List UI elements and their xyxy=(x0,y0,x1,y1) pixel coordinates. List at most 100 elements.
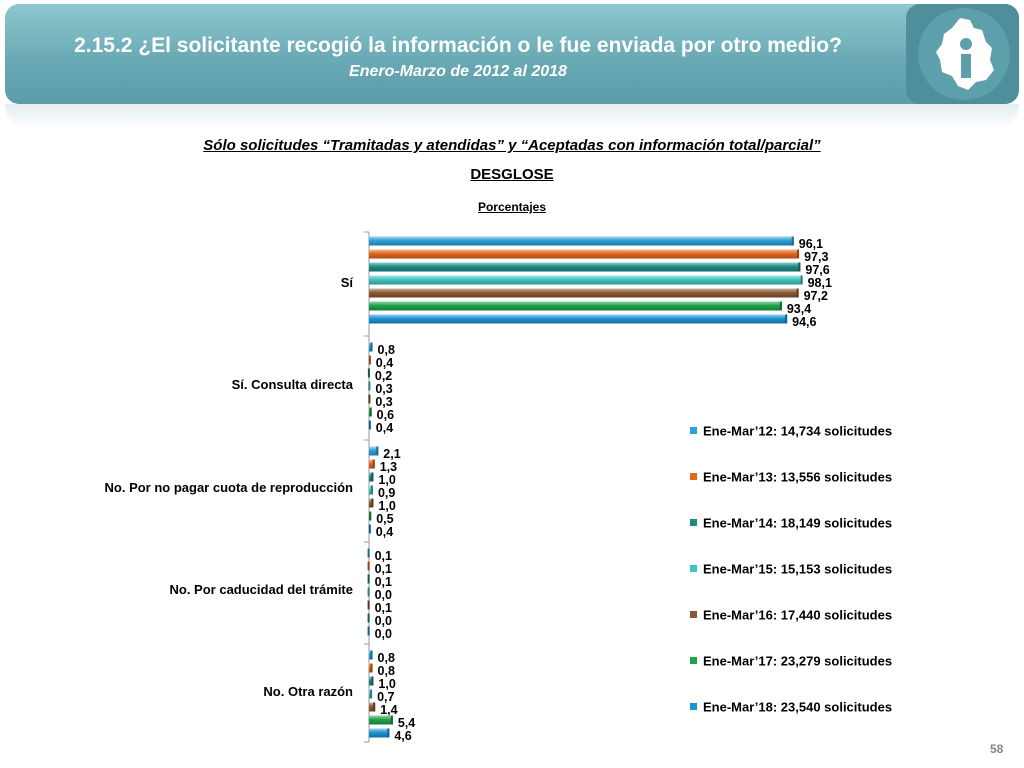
data-label: 0,3 xyxy=(375,395,392,409)
category-label: Sí xyxy=(341,275,354,290)
data-label: 0,8 xyxy=(378,664,395,678)
bar-cap xyxy=(797,249,800,259)
legend-swatch xyxy=(690,657,697,664)
bar xyxy=(369,498,374,508)
chart-subtitle: Sólo solicitudes “Tramitadas y atendidas… xyxy=(203,137,821,154)
bar-cap xyxy=(368,524,371,534)
data-label: 98,1 xyxy=(808,276,832,290)
data-label: 97,2 xyxy=(804,289,828,303)
legend-swatch xyxy=(690,611,697,618)
data-label: 97,3 xyxy=(804,250,828,264)
bar-cap xyxy=(370,689,373,699)
title-banner-shadow xyxy=(5,104,1019,130)
bar xyxy=(369,301,782,311)
section-heading: DESGLOSE xyxy=(470,166,554,183)
category-label: Sí. Consulta directa xyxy=(232,377,354,392)
title-banner xyxy=(5,4,1019,104)
bar-cap xyxy=(368,420,371,430)
category-label: No. Otra razón xyxy=(263,684,353,699)
bar-cap xyxy=(370,663,373,673)
bar-cap xyxy=(367,587,370,597)
bar-cap xyxy=(368,394,371,404)
legend-swatch xyxy=(690,565,697,572)
bar xyxy=(369,715,393,725)
bar-cap xyxy=(370,342,373,352)
bar xyxy=(369,728,390,738)
data-label: 2,1 xyxy=(383,447,400,461)
bar-cap xyxy=(800,275,803,285)
data-label: 0,7 xyxy=(377,690,394,704)
data-label: 0,1 xyxy=(375,562,392,576)
data-label: 0,0 xyxy=(375,614,392,628)
data-label: 0,1 xyxy=(375,549,392,563)
bar xyxy=(369,472,374,482)
bar-cap xyxy=(796,288,799,298)
bar-cap xyxy=(368,381,371,391)
bar-cap xyxy=(390,715,393,725)
bar-cap xyxy=(367,613,370,623)
data-label: 0,4 xyxy=(376,356,393,370)
bar-cap xyxy=(367,574,370,584)
legend-swatch xyxy=(690,703,697,710)
bar xyxy=(369,446,379,456)
bar-cap xyxy=(779,301,782,311)
legend-label: Ene-Mar’13: 13,556 solicitudes xyxy=(703,470,892,485)
bar xyxy=(369,249,800,259)
bar-cap xyxy=(371,498,374,508)
bar-cap xyxy=(370,485,373,495)
legend-label: Ene-Mar’15: 15,153 solicitudes xyxy=(703,562,892,577)
data-label: 0,4 xyxy=(376,525,393,539)
data-label: 0,0 xyxy=(375,627,392,641)
legend-label: Ene-Mar’17: 23,279 solicitudes xyxy=(703,654,892,669)
data-label: 94,6 xyxy=(792,315,816,329)
bar-cap xyxy=(372,459,375,469)
bar-cap xyxy=(785,314,788,324)
bar xyxy=(369,262,801,272)
bar-cap xyxy=(369,511,372,521)
legend-swatch xyxy=(690,519,697,526)
bar-cap xyxy=(387,728,390,738)
data-label: 0,8 xyxy=(378,651,395,665)
bar-cap xyxy=(791,236,794,246)
bar xyxy=(369,288,799,298)
data-label: 0,8 xyxy=(378,343,395,357)
data-label: 4,6 xyxy=(394,729,411,743)
data-label: 0,1 xyxy=(375,575,392,589)
data-label: 1,4 xyxy=(380,703,397,717)
data-label: 1,3 xyxy=(380,460,397,474)
legend-label: Ene-Mar’12: 14,734 solicitudes xyxy=(703,424,892,439)
category-label: No. Por no pagar cuota de reproducción xyxy=(105,480,354,495)
legend-label: Ene-Mar’14: 18,149 solicitudes xyxy=(703,516,892,531)
bar-cap xyxy=(367,368,370,378)
bar-cap xyxy=(798,262,801,272)
data-label: 0,2 xyxy=(375,369,392,383)
data-label: 5,4 xyxy=(398,716,415,730)
bar-cap xyxy=(376,446,379,456)
cdmx-map-info-icon xyxy=(936,18,994,90)
data-label: 1,0 xyxy=(378,499,395,513)
bar-cap xyxy=(367,600,370,610)
bar xyxy=(369,676,374,686)
data-label: 93,4 xyxy=(787,302,811,316)
data-label: 96,1 xyxy=(799,237,823,251)
bar-cap xyxy=(369,407,372,417)
data-label: 1,0 xyxy=(378,473,395,487)
bar-cap xyxy=(370,650,373,660)
unit-label: Porcentajes xyxy=(477,200,547,214)
data-label: 0,5 xyxy=(376,512,393,526)
data-label: 0,3 xyxy=(375,382,392,396)
slide-title: 2.15.2 ¿El solicitante recogió la inform… xyxy=(74,34,842,57)
bar-cap xyxy=(367,561,370,571)
bar-cap xyxy=(371,676,374,686)
legend-label: Ene-Mar’16: 17,440 solicitudes xyxy=(703,608,892,623)
bar-cap xyxy=(367,626,370,636)
bar xyxy=(369,275,803,285)
data-label: 0,4 xyxy=(376,421,393,435)
bar-cap xyxy=(371,472,374,482)
bar-cap xyxy=(368,355,371,365)
bar-cap xyxy=(367,548,370,558)
legend-swatch xyxy=(690,427,697,434)
data-label: 0,6 xyxy=(377,408,394,422)
legend-swatch xyxy=(690,473,697,480)
